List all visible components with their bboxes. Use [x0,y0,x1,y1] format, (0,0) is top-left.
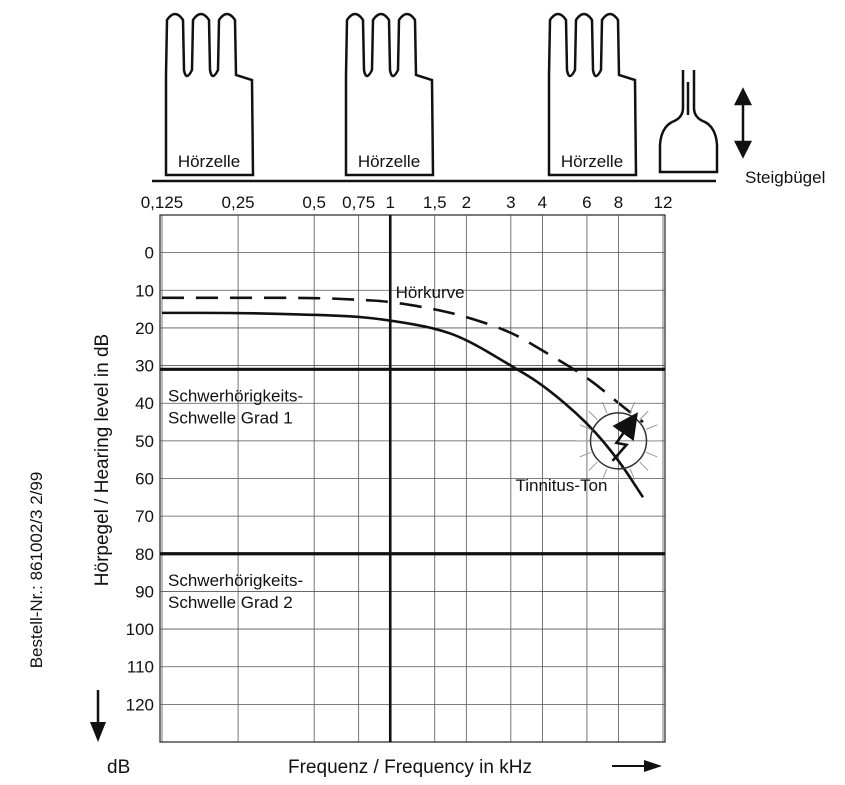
threshold-label-2: Schwerhörigkeits- [168,571,303,590]
hair-cell-left: Hörzelle [164,12,255,177]
y-tick-label: 50 [135,432,154,451]
tinnitus-label: Tinnitus-Ton [515,476,607,495]
y-tick-label: 110 [127,658,154,677]
tinnitus-ray [601,468,608,480]
y-axis-arrow-head-icon [90,722,106,742]
y-tick-label: 120 [126,695,154,714]
dashed-hearing-curve [161,296,644,424]
x-tick-label: 0,5 [302,193,326,212]
y-tick-label: 70 [135,507,154,526]
tinnitus-icon [576,398,661,483]
x-tick-label: 8 [614,193,623,212]
hair-cell-label-right: Hörzelle [561,152,623,171]
y-tick-label: 100 [126,620,154,639]
y-axis-title: Hörpegel / Hearing level in dB [92,334,113,586]
tinnitus-ray [646,424,658,430]
x-tick-label: 3 [506,193,515,212]
threshold-sublabel-2: Schwelle Grad 2 [168,593,293,612]
hair-cell-label-middle: Hörzelle [358,152,420,171]
tinnitus-ray [588,410,598,420]
x-tick-label: 12 [654,193,673,212]
tinnitus-ray [646,451,658,458]
x-tick-label: 1 [386,193,395,212]
tinnitus-ray [639,410,649,420]
y-tick-label: 0 [145,244,154,263]
x-axis-title: Frequenz / Frequency in kHz [288,757,532,778]
tinnitus-ray [639,461,649,471]
hair-cell-right: Hörzelle [547,12,638,177]
tinnitus-ray [629,401,636,414]
y-tick-label: 90 [135,582,154,601]
y-tick-label: 10 [135,281,154,300]
curve-label-hoerkurve: Hörkurve [396,283,465,302]
y-tick-label: 60 [135,470,154,489]
threshold-sublabel-1: Schwelle Grad 1 [168,408,293,427]
tinnitus-ray [629,468,636,480]
tinnitus-ray [579,424,591,430]
y-tick-label: 80 [135,545,154,564]
x-tick-label: 0,75 [342,193,375,212]
x-tick-label: 6 [582,193,591,212]
solid-hearing-curve [162,311,645,499]
x-tick-label: 4 [538,193,547,212]
tinnitus-ray [579,451,591,458]
y-tick-label: 30 [135,357,154,376]
x-tick-label: 0,125 [141,193,184,212]
audiogram-chart: 0 10 20 30 40 50 60 70 80 90 100 110 120 0,125 0,25 0,5… [27,193,672,778]
hair-cell-label-left: Hörzelle [178,152,240,171]
hair-cell-middle: Hörzelle [344,12,435,177]
x-tick-label: 2 [462,193,471,212]
y-tick-label: 40 [135,394,154,413]
up-down-arrow-icon [733,87,753,159]
tinnitus-ray [601,401,608,414]
stapes-label: Steigbügel [745,168,825,187]
x-tick-label: 1,5 [423,193,447,212]
stapes-icon [658,70,719,174]
y-unit-label: dB [107,757,130,778]
tinnitus-bolt-arrow [611,412,638,462]
tinnitus-ray [588,461,598,471]
order-number: Bestell-Nr.: 861002/3 2/99 [27,472,46,669]
threshold-label-1: Schwerhörigkeits- [168,386,303,405]
x-tick-label: 0,25 [222,193,255,212]
x-axis-arrow-head-icon [644,760,662,772]
y-tick-label: 20 [135,319,154,338]
